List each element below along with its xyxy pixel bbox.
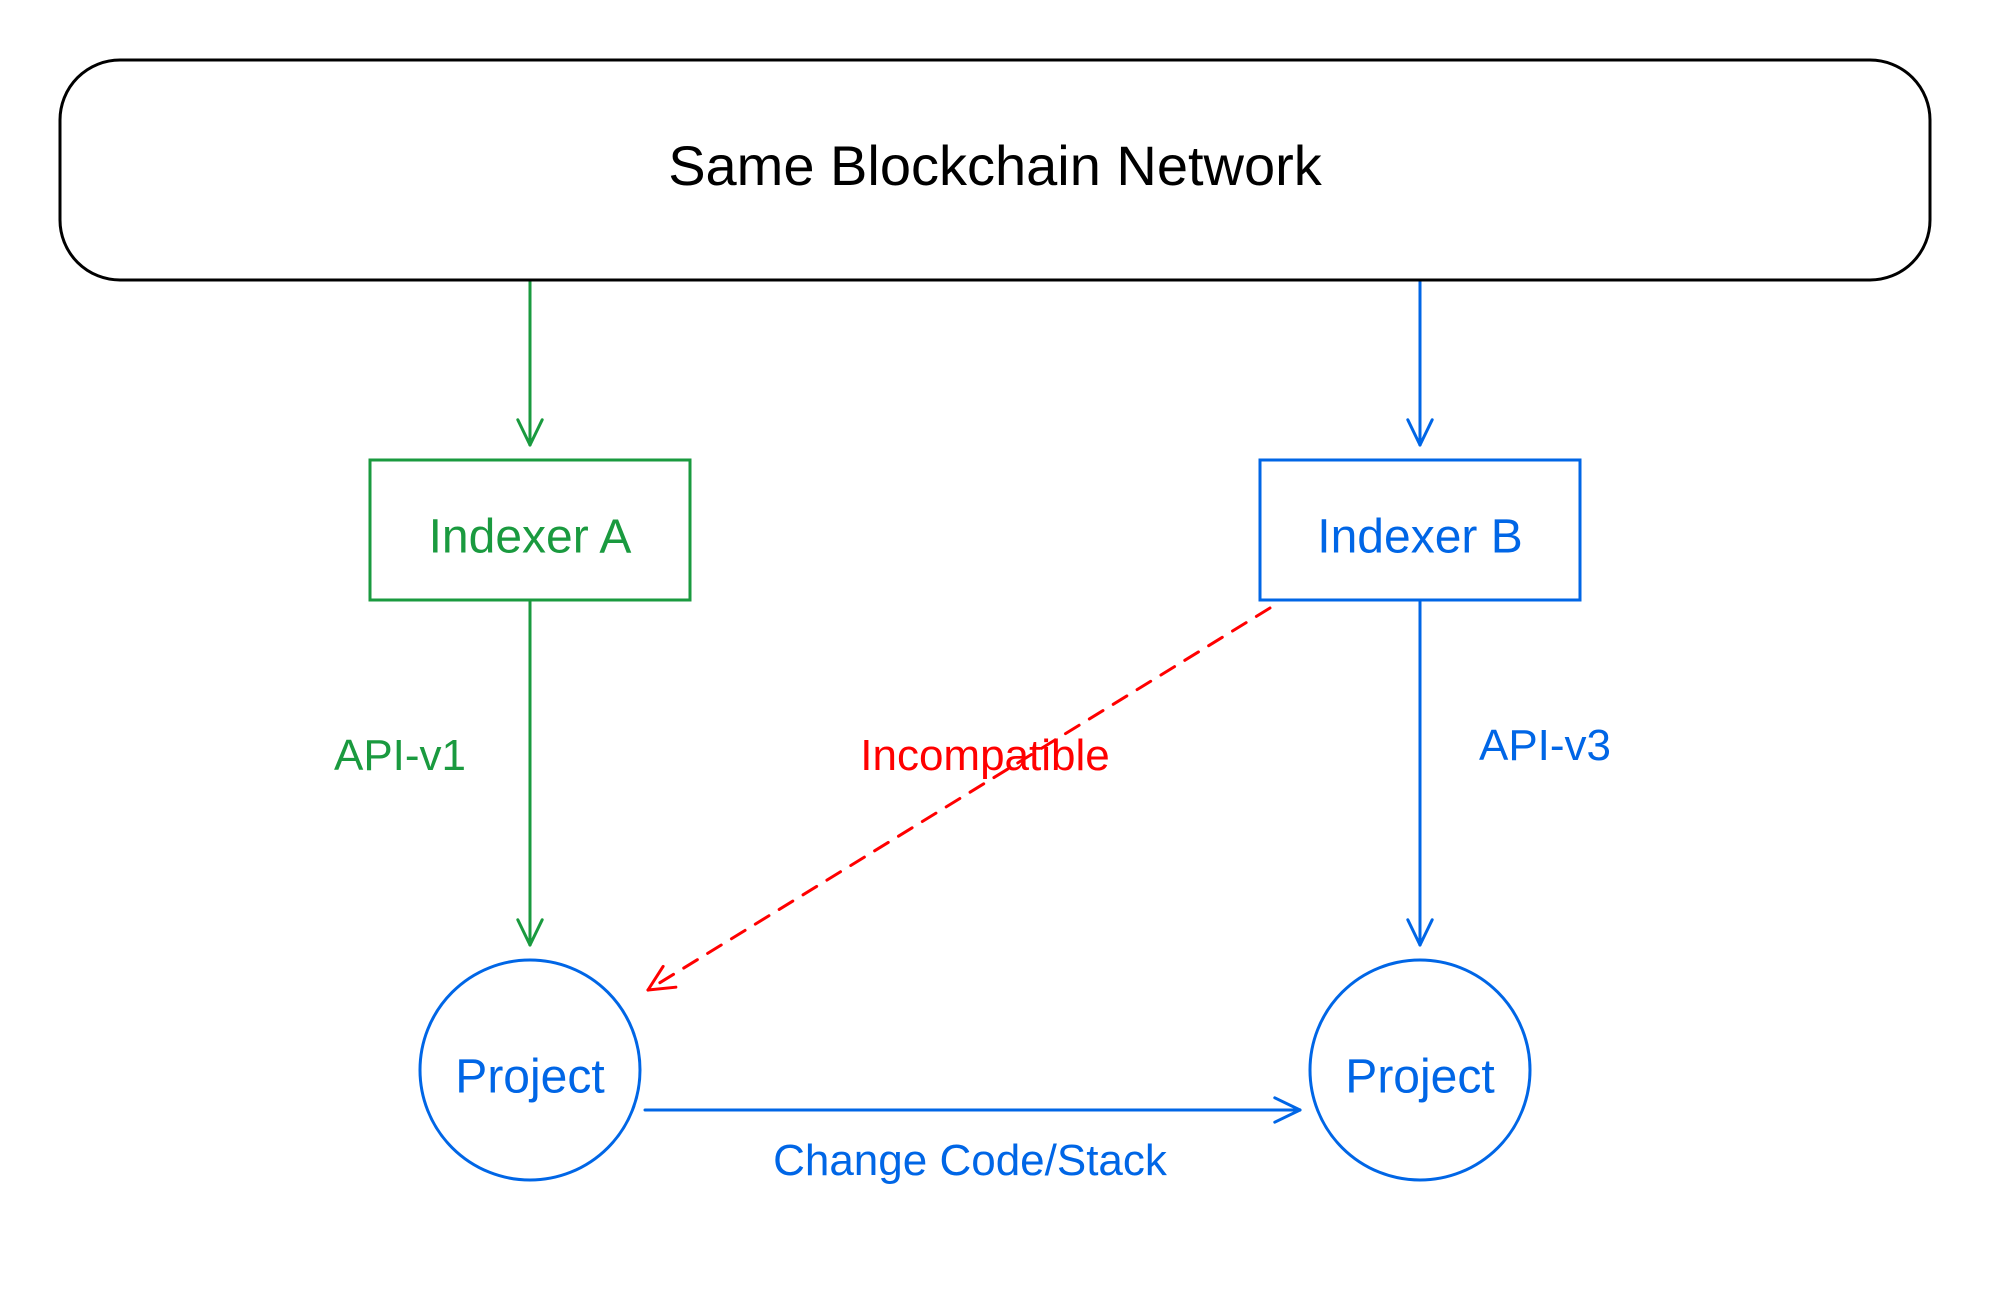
node-label-project_left: Project (455, 1051, 604, 1104)
edge-label-b_to_pright: API-v3 (1479, 721, 1611, 770)
diagram-canvas: API-v1 API-v3 Incompatible Change Code/Stac… (0, 0, 2000, 1300)
node-label-indexer_b: Indexer B (1317, 511, 1522, 564)
edge-b_to_pleft (648, 608, 1270, 990)
edge-label-pleft_to_pright: Change Code/Stack (773, 1136, 1168, 1185)
edge-label-b_to_pleft: Incompatible (860, 731, 1109, 780)
node-label-network: Same Blockchain Network (668, 134, 1323, 197)
node-label-indexer_a: Indexer A (429, 511, 632, 564)
node-label-project_right: Project (1345, 1051, 1494, 1104)
edge-label-a_to_pleft: API-v1 (334, 731, 466, 780)
